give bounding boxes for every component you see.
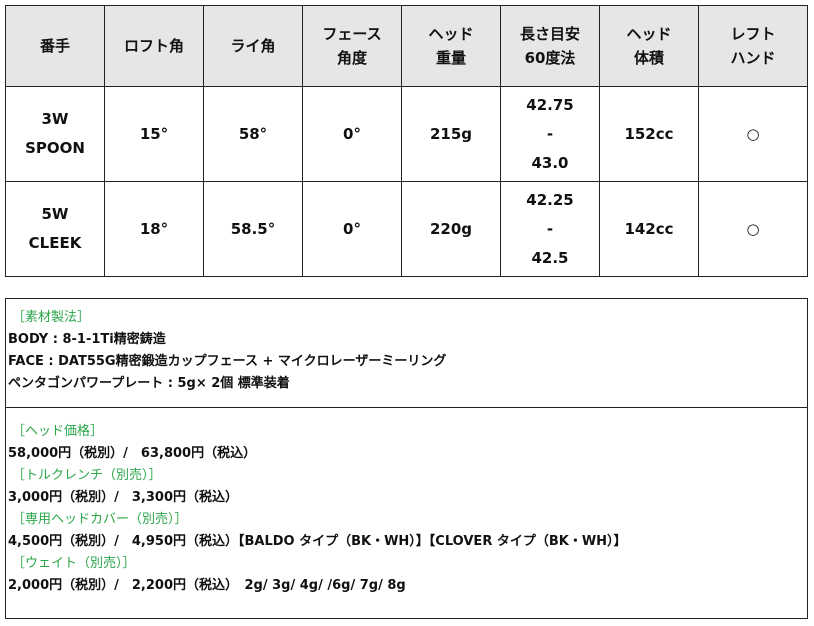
table-cell: 0°: [302, 181, 402, 277]
price-heading: ［トルクレンチ（別売）］: [12, 468, 162, 483]
column-header: ロフト角: [104, 5, 204, 87]
table-cell: 5W CLEEK: [5, 181, 105, 277]
price-line: 4,500円（税別）/ 4,950円（税込）【BALDO タイプ（BK・WH）】…: [8, 534, 627, 549]
price-heading: ［ヘッド価格］: [12, 424, 104, 439]
column-header: ヘッド 体積: [599, 5, 699, 87]
column-header: 長さ目安 60度法: [500, 5, 600, 87]
table-cell: ○: [698, 86, 808, 182]
table-cell: 58.5°: [203, 181, 303, 277]
column-header: レフト ハンド: [698, 5, 808, 87]
table-cell: 215g: [401, 86, 501, 182]
materials-line: BODY : 8-1-1Ti精密鋳造: [8, 332, 166, 347]
materials-section: ［素材製法］ BODY : 8-1-1Ti精密鋳造 FACE : DAT55G精…: [6, 307, 807, 395]
price-heading: ［専用ヘッドカバー（別売）］: [12, 512, 188, 527]
info-box: ［素材製法］ BODY : 8-1-1Ti精密鋳造 FACE : DAT55G精…: [5, 298, 808, 619]
materials-heading: ［素材製法］: [12, 310, 91, 325]
column-header: ライ角: [203, 5, 303, 87]
column-header: ヘッド 重量: [401, 5, 501, 87]
table-cell: 42.25 - 42.5: [500, 181, 600, 277]
column-header: フェース 角度: [302, 5, 402, 87]
table-row: 3W SPOON 15° 58° 0° 215g 42.75 - 43.0 152cc ○: [5, 86, 808, 182]
table-cell: 42.75 - 43.0: [500, 86, 600, 182]
prices-section: ［ヘッド価格］ 58,000円（税別）/ 63,800円（税込） ［トルクレンチ…: [6, 407, 807, 597]
table-cell: 15°: [104, 86, 204, 182]
table-cell: 58°: [203, 86, 303, 182]
price-heading: ［ウェイト（別売）］: [12, 556, 136, 571]
table-cell: 18°: [104, 181, 204, 277]
table-cell: 0°: [302, 86, 402, 182]
table-cell: 142cc: [599, 181, 699, 277]
price-line: 58,000円（税別）/ 63,800円（税込）: [8, 446, 257, 461]
materials-line: ペンタゴンパワープレート : 5g× 2個 標準装着: [8, 376, 290, 391]
spec-table: 番手 ロフト角 ライ角 フェース 角度 ヘッド 重量 長さ目安 60度法 ヘッド 体積 レフト…: [5, 5, 808, 277]
table-row: 5W CLEEK 18° 58.5° 0° 220g 42.25 - 42.5 142cc ○: [5, 181, 808, 277]
table-cell: ○: [698, 181, 808, 277]
header-row: 番手 ロフト角 ライ角 フェース 角度 ヘッド 重量 長さ目安 60度法 ヘッド 体積 レフト…: [5, 5, 808, 87]
column-header: 番手: [5, 5, 105, 87]
table-cell: 3W SPOON: [5, 86, 105, 182]
table-cell: 220g: [401, 181, 501, 277]
table-cell: 152cc: [599, 86, 699, 182]
price-line: 2,000円（税別）/ 2,200円（税込） 2g/ 3g/ 4g/ /6g/ …: [8, 578, 406, 593]
price-line: 3,000円（税別）/ 3,300円（税込）: [8, 490, 238, 505]
materials-line: FACE : DAT55G精密鍛造カップフェース + マイクロレーザーミーリング: [8, 354, 447, 369]
